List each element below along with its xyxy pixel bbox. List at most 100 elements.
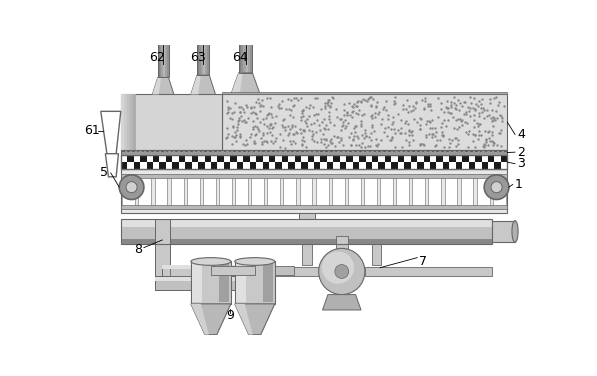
Point <box>400 120 410 126</box>
Point <box>261 138 271 144</box>
Point <box>227 116 236 122</box>
Point <box>359 135 369 141</box>
Point <box>259 130 268 136</box>
Point <box>283 132 293 138</box>
Point <box>485 138 495 144</box>
Point <box>325 109 334 115</box>
Point <box>404 127 414 133</box>
Point <box>380 129 389 135</box>
Point <box>497 115 507 121</box>
Bar <box>121 162 127 169</box>
Point <box>497 127 506 133</box>
Point <box>420 95 430 101</box>
Point <box>287 122 297 128</box>
Point <box>242 141 252 147</box>
Point <box>453 117 463 123</box>
Point <box>261 123 271 129</box>
Bar <box>235 261 275 304</box>
Text: 7: 7 <box>418 255 427 268</box>
Bar <box>219 263 229 302</box>
Bar <box>385 155 392 162</box>
Bar <box>167 0 168 77</box>
Point <box>324 97 334 103</box>
Point <box>312 138 322 144</box>
Bar <box>211 266 255 275</box>
Bar <box>230 155 237 162</box>
Point <box>324 142 333 148</box>
Point <box>290 102 299 108</box>
Bar <box>237 155 243 162</box>
Point <box>248 126 258 132</box>
Point <box>371 136 380 142</box>
Text: 64: 64 <box>232 51 248 64</box>
Bar <box>121 150 507 155</box>
Bar <box>206 335 216 344</box>
Point <box>485 96 495 102</box>
Point <box>278 136 287 143</box>
Point <box>286 141 296 147</box>
Bar <box>223 94 507 150</box>
Point <box>233 121 242 127</box>
Bar <box>301 155 307 162</box>
Point <box>421 134 430 140</box>
Point <box>493 115 502 121</box>
Point <box>359 111 369 117</box>
Point <box>276 105 285 111</box>
Point <box>298 134 308 140</box>
Point <box>349 133 359 139</box>
Point <box>324 113 334 119</box>
Point <box>450 105 460 111</box>
Point <box>402 97 411 103</box>
Text: 61: 61 <box>84 124 99 137</box>
Bar <box>173 162 179 169</box>
Point <box>469 130 478 136</box>
Point <box>267 121 276 127</box>
Point <box>476 132 485 138</box>
Point <box>350 124 359 130</box>
Point <box>404 138 413 144</box>
Point <box>390 100 400 106</box>
Point <box>290 140 300 146</box>
Point <box>388 119 398 125</box>
Point <box>474 128 484 134</box>
Point <box>472 101 481 107</box>
Point <box>447 137 457 143</box>
Bar <box>197 0 199 75</box>
Point <box>223 98 232 104</box>
Bar <box>295 155 301 162</box>
Point <box>229 109 239 115</box>
Point <box>396 124 405 130</box>
Point <box>332 114 341 120</box>
Point <box>483 129 493 135</box>
Circle shape <box>119 175 144 200</box>
Point <box>356 121 366 127</box>
Point <box>466 100 476 106</box>
Point <box>460 119 469 125</box>
Point <box>407 128 417 134</box>
Point <box>301 144 310 150</box>
Bar <box>423 162 430 169</box>
Point <box>436 100 445 106</box>
Point <box>485 100 495 106</box>
Point <box>336 127 346 133</box>
Point <box>256 103 265 109</box>
Bar <box>122 178 136 205</box>
Bar <box>187 178 199 205</box>
Bar <box>243 0 245 73</box>
Point <box>257 135 266 141</box>
Point <box>367 112 377 118</box>
Bar <box>475 155 482 162</box>
Bar <box>353 162 359 169</box>
Bar <box>372 155 378 162</box>
Bar <box>398 162 404 169</box>
Point <box>346 142 356 148</box>
Point <box>437 129 447 135</box>
Point <box>347 114 357 120</box>
Point <box>367 94 376 100</box>
Point <box>461 111 471 117</box>
Point <box>339 112 349 118</box>
Point <box>251 131 261 137</box>
Point <box>232 127 241 133</box>
Bar <box>121 239 492 244</box>
Point <box>412 99 421 105</box>
